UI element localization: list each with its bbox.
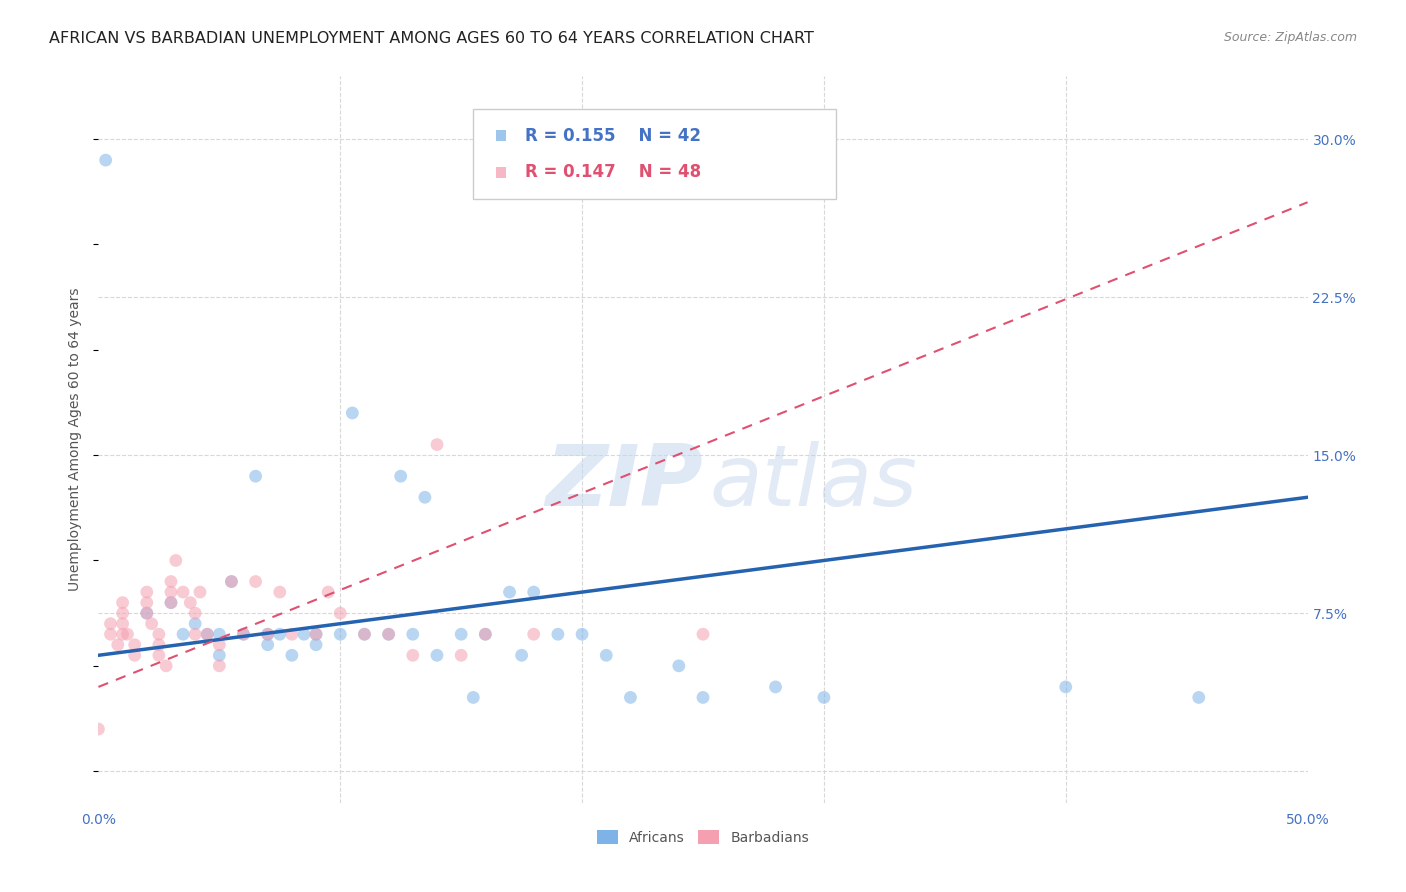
Point (256, 627, 278, 641)
Point (498, 585, 520, 599)
Point (292, 627, 315, 641)
Point (111, 596, 134, 610)
Point (87, 722, 110, 736)
Point (426, 648, 449, 663)
Point (377, 627, 399, 641)
Point (329, 627, 352, 641)
Point (402, 648, 425, 663)
Point (135, 585, 157, 599)
Point (389, 469, 412, 483)
Text: atlas: atlas (709, 442, 917, 524)
Point (184, 616, 207, 631)
Point (402, 627, 425, 641)
Point (117, 627, 139, 641)
Point (377, 627, 399, 641)
Text: R = 0.155    N = 42: R = 0.155 N = 42 (526, 127, 702, 145)
Point (160, 596, 183, 610)
Point (232, 627, 254, 641)
Point (160, 596, 183, 610)
Point (188, 585, 211, 599)
Point (256, 638, 278, 652)
Point (342, 406, 364, 420)
Point (148, 648, 170, 663)
Point (232, 627, 254, 641)
Point (148, 638, 170, 652)
Point (245, 574, 267, 589)
Point (160, 585, 183, 599)
Point (107, 638, 129, 652)
Point (413, 490, 436, 504)
Point (316, 585, 339, 599)
Point (692, 627, 714, 641)
Text: R = 0.147    N = 48: R = 0.147 N = 48 (526, 163, 702, 181)
Point (179, 596, 201, 610)
Point (160, 574, 183, 589)
Point (329, 606, 352, 620)
Text: ZIP: ZIP (546, 442, 703, 524)
Point (571, 627, 593, 641)
Point (195, 627, 218, 641)
Point (281, 648, 304, 663)
Point (426, 437, 449, 451)
Point (450, 627, 472, 641)
Point (245, 469, 267, 483)
Point (94, 153, 117, 167)
Point (100, 627, 122, 641)
Point (595, 648, 617, 663)
Point (124, 648, 146, 663)
Point (135, 606, 157, 620)
Point (510, 648, 533, 663)
Point (269, 585, 291, 599)
Point (305, 627, 328, 641)
Text: Source: ZipAtlas.com: Source: ZipAtlas.com (1223, 31, 1357, 45)
Point (474, 627, 496, 641)
Point (165, 553, 187, 567)
Point (305, 627, 328, 641)
Point (269, 627, 291, 641)
FancyBboxPatch shape (474, 109, 837, 200)
Point (668, 658, 690, 673)
Point (523, 585, 546, 599)
Point (141, 616, 163, 631)
Point (353, 627, 375, 641)
Point (353, 627, 375, 641)
Point (474, 627, 496, 641)
Point (172, 585, 194, 599)
Point (148, 627, 170, 641)
Point (305, 638, 328, 652)
Point (221, 574, 243, 589)
Point (692, 690, 714, 705)
Point (184, 606, 207, 620)
Point (221, 574, 243, 589)
Point (1188, 690, 1211, 705)
Legend: Africans, Barbadians: Africans, Barbadians (592, 824, 814, 850)
Point (111, 616, 134, 631)
Point (463, 690, 485, 705)
Point (124, 638, 146, 652)
Y-axis label: Unemployment Among Ages 60 to 64 years: Unemployment Among Ages 60 to 64 years (69, 287, 83, 591)
Point (523, 627, 546, 641)
Point (1054, 680, 1077, 694)
Point (172, 627, 194, 641)
Point (256, 627, 278, 641)
Text: AFRICAN VS BARBADIAN UNEMPLOYMENT AMONG AGES 60 TO 64 YEARS CORRELATION CHART: AFRICAN VS BARBADIAN UNEMPLOYMENT AMONG … (49, 31, 814, 46)
Point (100, 616, 122, 631)
Point (208, 627, 231, 641)
Point (208, 648, 231, 663)
Point (111, 627, 134, 641)
Point (135, 596, 157, 610)
Point (765, 680, 787, 694)
Point (184, 627, 207, 641)
Point (208, 638, 231, 652)
Point (281, 627, 304, 641)
Point (619, 690, 641, 705)
Point (813, 690, 835, 705)
Point (208, 658, 231, 673)
Point (155, 658, 177, 673)
Point (195, 627, 218, 641)
Point (450, 648, 472, 663)
Point (135, 606, 157, 620)
Point (547, 627, 569, 641)
Point (111, 606, 134, 620)
